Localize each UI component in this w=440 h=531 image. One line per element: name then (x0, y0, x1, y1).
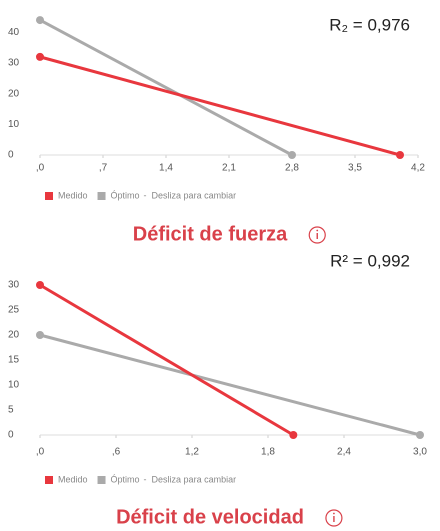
legend-swatch[interactable] (97, 192, 106, 200)
legend-swatch[interactable] (45, 192, 53, 200)
y-tick-label: 30 (8, 280, 20, 291)
legend-swatch[interactable] (97, 476, 106, 484)
legend-label[interactable]: Óptimo (111, 474, 140, 484)
y-tick-label: 0 (8, 430, 14, 441)
x-tick-label: ,7 (99, 163, 108, 174)
x-tick-label: 3,0 (413, 447, 427, 458)
legend-dash: - (144, 190, 147, 200)
info-icon[interactable] (325, 509, 343, 527)
info-icon[interactable] (308, 226, 326, 244)
y-tick-label: 10 (8, 380, 20, 391)
y-tick-label: 25 (8, 305, 20, 316)
chart-title: Déficit de fuerza (133, 223, 288, 245)
annotation: R² = 0,992 (330, 251, 410, 270)
y-tick-label: 10 (8, 119, 20, 130)
x-tick-label: 1,8 (261, 447, 275, 458)
x-tick-label: 2,8 (285, 163, 299, 174)
x-tick-label: 3,5 (348, 163, 362, 174)
x-tick-label: ,0 (36, 163, 45, 174)
x-tick-label: 2,1 (222, 163, 236, 174)
point (36, 281, 44, 289)
info-icon-dot (316, 229, 319, 232)
point (396, 151, 404, 159)
legend-hint: Desliza para cambiar (152, 190, 237, 200)
point (416, 431, 424, 439)
legend-label[interactable]: Óptimo (111, 190, 140, 200)
annotation: R₂ = 0,976 (329, 15, 410, 34)
x-tick-label: 1,4 (159, 163, 173, 174)
point (289, 431, 298, 439)
point (36, 52, 44, 61)
series-line (39, 333, 421, 437)
legend-swatch[interactable] (45, 476, 53, 484)
point (36, 331, 44, 339)
point (288, 151, 296, 159)
y-tick-label: 20 (8, 330, 20, 341)
legend-hint: Desliza para cambiar (152, 474, 237, 484)
x-tick-label: ,6 (112, 447, 121, 458)
legend-label[interactable]: Medido (58, 474, 88, 484)
y-tick-label: 40 (8, 27, 20, 38)
chart-title: Déficit de velocidad (116, 506, 304, 528)
info-icon-dot (333, 512, 335, 515)
series-line (39, 55, 401, 157)
x-tick-label: 2,4 (337, 447, 351, 458)
y-tick-label: 0 (8, 150, 14, 161)
legend-dash: - (144, 474, 147, 484)
series-line (39, 18, 293, 157)
y-tick-label: 30 (8, 58, 20, 69)
y-tick-label: 5 (8, 405, 14, 416)
x-tick-label: 4,2 (411, 163, 425, 174)
y-tick-label: 20 (8, 88, 20, 99)
x-tick-label: 1,2 (185, 447, 199, 458)
y-tick-label: 15 (8, 355, 20, 366)
point (36, 16, 44, 25)
series-line (39, 283, 295, 437)
legend-label[interactable]: Medido (58, 190, 88, 200)
x-tick-label: ,0 (36, 447, 45, 458)
